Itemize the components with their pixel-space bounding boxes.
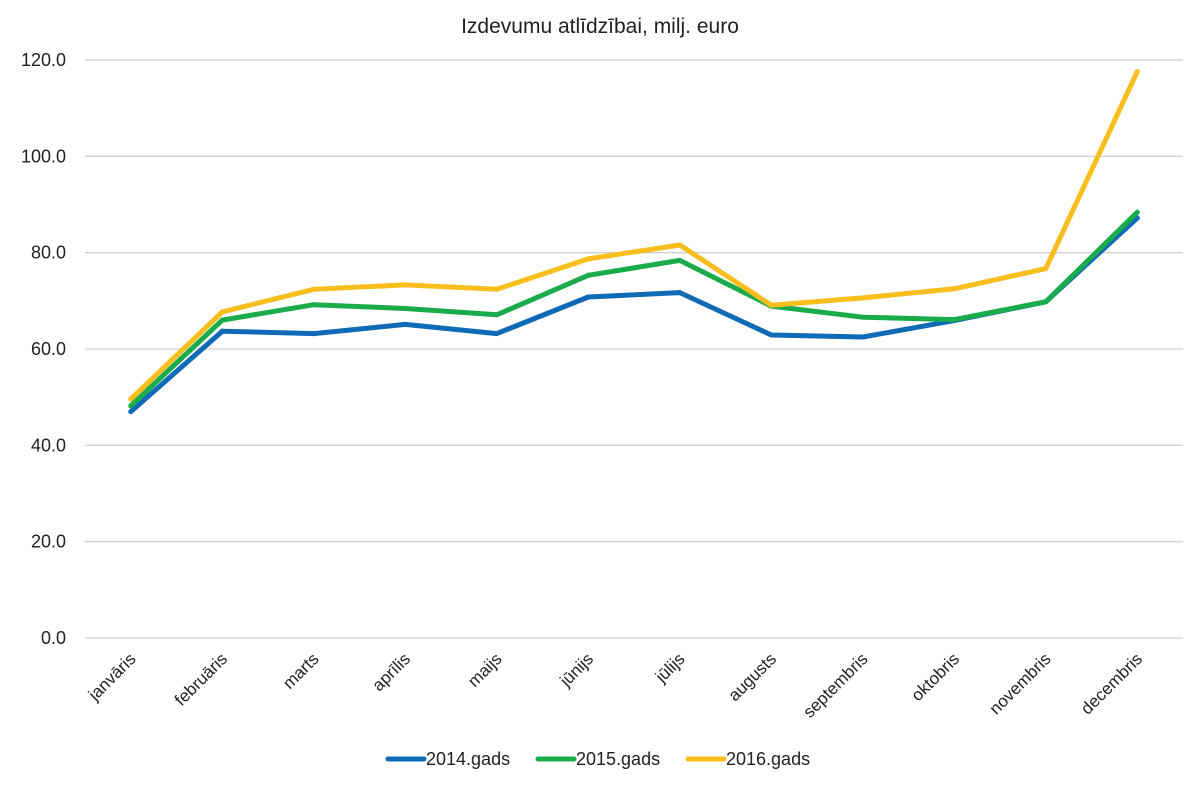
data-point bbox=[219, 328, 225, 334]
data-point bbox=[768, 302, 774, 308]
x-tick-label: maijs bbox=[464, 649, 505, 690]
legend-label: 2014.gads bbox=[426, 749, 510, 769]
x-tick-label: novembris bbox=[986, 649, 1055, 718]
data-point bbox=[951, 286, 957, 292]
data-point bbox=[311, 286, 317, 292]
data-point bbox=[677, 242, 683, 248]
data-point bbox=[860, 334, 866, 340]
y-tick-label: 100.0 bbox=[21, 146, 66, 166]
data-point bbox=[1043, 299, 1049, 305]
data-point bbox=[219, 309, 225, 315]
series-lines bbox=[128, 69, 1140, 415]
data-point bbox=[402, 282, 408, 288]
chart-title: Izdevumu atlīdzībai, milj. euro bbox=[461, 15, 739, 38]
data-point bbox=[951, 317, 957, 323]
data-point bbox=[494, 312, 500, 318]
data-point bbox=[128, 409, 134, 415]
data-point bbox=[677, 290, 683, 296]
gridlines bbox=[85, 59, 1183, 639]
x-tick-label: marts bbox=[279, 649, 322, 692]
x-tick-label: jūlijs bbox=[651, 649, 689, 687]
legend-label: 2016.gads bbox=[726, 749, 810, 769]
data-point bbox=[585, 294, 591, 300]
x-axis-ticks: janvāris februāris marts aprīlis maijs jūnijs… bbox=[84, 649, 1146, 721]
data-point bbox=[1043, 266, 1049, 272]
data-point bbox=[585, 256, 591, 262]
data-point bbox=[494, 286, 500, 292]
series-line-2015.gads bbox=[128, 209, 1140, 409]
data-point bbox=[860, 314, 866, 320]
data-point bbox=[128, 403, 134, 409]
data-point bbox=[128, 396, 134, 402]
x-tick-label: septembris bbox=[799, 649, 871, 721]
data-point bbox=[860, 295, 866, 301]
y-tick-label: 80.0 bbox=[31, 243, 66, 263]
legend-label: 2015.gads bbox=[576, 749, 660, 769]
y-tick-label: 40.0 bbox=[31, 435, 66, 455]
x-tick-label: februāris bbox=[171, 649, 231, 709]
data-point bbox=[311, 302, 317, 308]
data-point bbox=[677, 257, 683, 263]
data-point bbox=[585, 272, 591, 278]
y-tick-label: 60.0 bbox=[31, 339, 66, 359]
y-tick-label: 20.0 bbox=[31, 532, 66, 552]
series-line-2016.gads bbox=[128, 69, 1140, 402]
data-point bbox=[219, 317, 225, 323]
data-point bbox=[1134, 69, 1140, 75]
y-tick-label: 0.0 bbox=[41, 628, 66, 648]
y-tick-label: 120.0 bbox=[21, 50, 66, 70]
x-tick-label: decembris bbox=[1077, 649, 1146, 718]
data-point bbox=[494, 331, 500, 337]
x-tick-label: augusts bbox=[725, 649, 781, 705]
data-point bbox=[311, 331, 317, 337]
data-point bbox=[402, 321, 408, 327]
x-tick-label: janvāris bbox=[84, 649, 140, 705]
x-tick-label: oktobris bbox=[908, 649, 964, 705]
y-axis-ticks: 0.0 20.0 40.0 60.0 80.0 100.0 120.0 bbox=[21, 50, 66, 648]
legend: 2014.gads 2015.gads 2016.gads bbox=[385, 749, 810, 769]
data-point bbox=[1134, 209, 1140, 215]
data-point bbox=[768, 332, 774, 338]
data-point bbox=[402, 306, 408, 312]
x-tick-label: aprīlis bbox=[369, 649, 415, 695]
x-tick-label: jūnijs bbox=[556, 649, 598, 691]
